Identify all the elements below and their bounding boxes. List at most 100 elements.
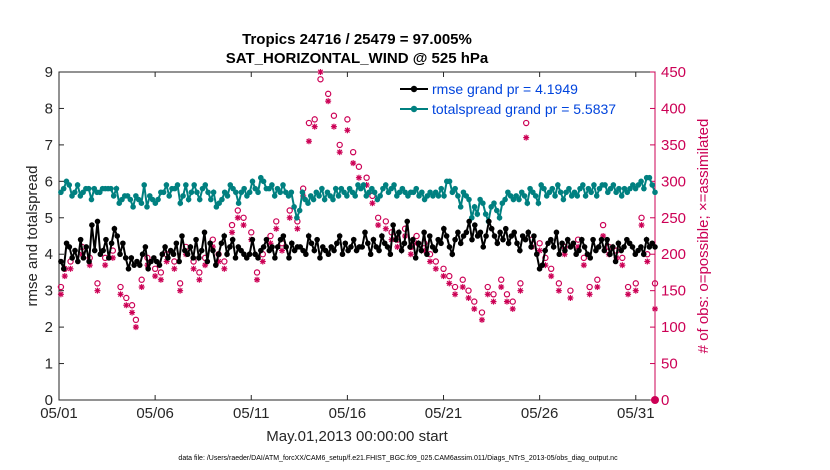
rmse-point bbox=[511, 229, 518, 236]
rmse-point bbox=[601, 247, 608, 254]
rmse-point bbox=[280, 233, 287, 239]
rmse-point bbox=[317, 255, 323, 261]
rmse-point bbox=[66, 244, 73, 250]
totalspread-point bbox=[241, 185, 247, 192]
obs-assimilated-point bbox=[317, 69, 324, 75]
rmse-point bbox=[595, 244, 602, 250]
totalspread-point bbox=[163, 182, 170, 188]
left-tick-label: 7 bbox=[45, 137, 53, 154]
rmse-point bbox=[629, 244, 636, 250]
left-tick-label: 4 bbox=[45, 246, 53, 263]
totalspread-point bbox=[413, 185, 420, 192]
rmse-point bbox=[249, 236, 256, 243]
totalspread-point bbox=[194, 189, 200, 196]
obs-assimilated-point bbox=[138, 284, 145, 291]
rmse-point bbox=[390, 222, 396, 228]
obs-possible-point bbox=[248, 229, 255, 236]
obs-assimilated-point bbox=[61, 273, 68, 280]
rmse-point bbox=[139, 251, 146, 258]
rmse-point bbox=[494, 240, 501, 247]
rmse-point bbox=[190, 255, 197, 261]
obs-possible-point bbox=[273, 218, 280, 225]
rmse-point bbox=[156, 262, 163, 268]
obs-possible-point bbox=[374, 214, 382, 221]
right-tick-label: 150 bbox=[661, 283, 686, 300]
totalspread-point bbox=[482, 211, 489, 217]
totalspread-point bbox=[130, 204, 136, 210]
rmse-point bbox=[426, 233, 433, 239]
rmse-point bbox=[128, 255, 135, 261]
totalspread-point bbox=[360, 182, 367, 188]
rmse-point bbox=[142, 244, 149, 250]
totalspread-point bbox=[291, 204, 297, 210]
obs-possible-point bbox=[221, 258, 228, 265]
rmse-point bbox=[446, 244, 453, 250]
obs-possible-point bbox=[138, 276, 145, 283]
rmse-point bbox=[362, 229, 368, 236]
obs-assimilated-point bbox=[221, 265, 228, 272]
rmse-point bbox=[486, 218, 492, 225]
totalspread-point bbox=[88, 196, 95, 203]
right-tick-label: 350 bbox=[661, 137, 686, 154]
rmse-point bbox=[198, 247, 205, 254]
right-tick-label: 450 bbox=[661, 64, 686, 81]
obs-assimilated-point bbox=[490, 298, 497, 305]
obs-assimilated-point bbox=[157, 276, 164, 283]
rmse-point bbox=[283, 244, 289, 250]
rmse-point bbox=[263, 236, 270, 243]
rmse-point bbox=[114, 233, 121, 239]
totalspread-point bbox=[591, 182, 597, 188]
right-tick-label: 0 bbox=[661, 392, 669, 409]
obs-possible-point bbox=[117, 283, 124, 291]
obs-assimilated-point bbox=[619, 262, 626, 269]
totalspread-point bbox=[496, 214, 503, 221]
rmse-point bbox=[615, 240, 622, 247]
rmse-point bbox=[643, 236, 650, 243]
obs-possible-point bbox=[555, 280, 563, 287]
rmse-point bbox=[339, 251, 346, 258]
rmse-point bbox=[395, 229, 402, 236]
totalspread-point bbox=[557, 189, 564, 196]
rmse-point bbox=[94, 218, 101, 225]
rmse-point bbox=[120, 240, 126, 247]
totalspread-point bbox=[85, 185, 92, 192]
rmse-point bbox=[69, 255, 75, 261]
rmse-point bbox=[607, 251, 613, 258]
right-tick-label: 250 bbox=[661, 210, 686, 227]
rmse-point bbox=[640, 251, 647, 258]
totalspread-point bbox=[305, 200, 311, 206]
x-tick-label: 05/21 bbox=[425, 405, 463, 422]
rmse-point bbox=[336, 233, 343, 239]
rmse-point bbox=[576, 247, 582, 254]
right-tick-label: 50 bbox=[661, 356, 678, 373]
totalspread-point bbox=[108, 185, 114, 192]
obs-assimilated-point bbox=[355, 174, 362, 181]
rmse-point bbox=[111, 225, 118, 232]
obs-possible-point bbox=[478, 309, 486, 316]
totalspread-point bbox=[435, 193, 442, 199]
obs-assimilated-point bbox=[567, 294, 574, 301]
totalspread-point bbox=[371, 189, 378, 196]
totalspread-point bbox=[72, 189, 78, 196]
obs-assimilated-point bbox=[644, 258, 651, 265]
totalspread-point bbox=[391, 182, 397, 188]
obs-assimilated-point bbox=[382, 225, 389, 232]
obs-assimilated-point bbox=[498, 284, 505, 291]
totalspread-point bbox=[160, 189, 167, 196]
rmse-point bbox=[472, 222, 478, 228]
totalspread-point bbox=[535, 200, 542, 206]
rmse-point bbox=[286, 255, 292, 261]
rmse-point bbox=[72, 247, 78, 254]
totalspread-point bbox=[549, 185, 556, 192]
totalspread-point bbox=[235, 200, 242, 206]
rmse-point bbox=[483, 233, 489, 239]
obs-possible-point bbox=[451, 283, 459, 291]
rmse-point bbox=[193, 236, 199, 243]
x-axis-label: May.01,2013 00:00:00 start bbox=[266, 428, 448, 445]
rmse-point bbox=[210, 247, 216, 254]
obs-possible-point bbox=[324, 90, 332, 98]
totalspread-point bbox=[352, 193, 358, 199]
totalspread-point bbox=[60, 185, 67, 192]
rmse-point bbox=[196, 255, 202, 261]
